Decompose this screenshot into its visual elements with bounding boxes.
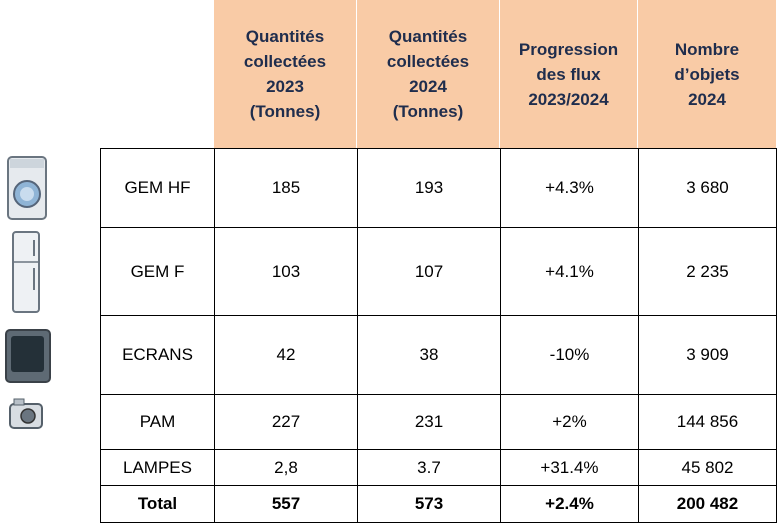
table-cell: 193 — [357, 148, 500, 227]
washing-machine-icon — [8, 157, 46, 219]
cell-text: 200 482 — [677, 494, 738, 514]
cell-text: +31.4% — [540, 458, 598, 478]
header-text: Progression — [519, 37, 618, 62]
table-cell: 42 — [214, 315, 357, 394]
cell-text: 107 — [415, 262, 443, 282]
cell-text: +4.1% — [545, 262, 594, 282]
cell-text: PAM — [140, 412, 176, 432]
table-cell: 185 — [214, 148, 357, 227]
cell-text: LAMPES — [123, 458, 192, 478]
table-cell: 45 802 — [638, 449, 777, 485]
row-label: GEM F — [100, 227, 214, 315]
table-cell: 2 235 — [638, 227, 777, 315]
cell-text: +2.4% — [545, 494, 594, 514]
fridge-icon — [13, 232, 39, 312]
header-text: collectées — [244, 49, 326, 74]
camera-icon — [10, 399, 42, 428]
table-cell: +31.4% — [500, 449, 638, 485]
cell-text: 557 — [272, 494, 300, 514]
table-cell: 573 — [357, 485, 500, 523]
row-label: Total — [100, 485, 214, 523]
cell-text: 227 — [272, 412, 300, 432]
table-cell: +2% — [500, 394, 638, 449]
cell-text: 3 680 — [686, 178, 729, 198]
cell-text: 38 — [420, 345, 439, 365]
cell-text: 231 — [415, 412, 443, 432]
cell-text: -10% — [550, 345, 590, 365]
table-cell: 107 — [357, 227, 500, 315]
row-label: PAM — [100, 394, 214, 449]
header-text: des flux — [536, 62, 600, 87]
cell-text: 42 — [277, 345, 296, 365]
table-cell: 231 — [357, 394, 500, 449]
header-text: (Tonnes) — [250, 99, 321, 124]
header-text: Nombre — [675, 37, 739, 62]
cell-text: GEM HF — [124, 178, 190, 198]
header-text: 2023 — [266, 74, 304, 99]
cell-text: 2 235 — [686, 262, 729, 282]
cell-text: ECRANS — [122, 345, 193, 365]
table-cell: +4.3% — [500, 148, 638, 227]
cell-text: 144 856 — [677, 412, 738, 432]
cell-text: 573 — [415, 494, 443, 514]
table-cell: 557 — [214, 485, 357, 523]
header-text: Quantités — [389, 24, 467, 49]
cell-text: 103 — [272, 262, 300, 282]
tv-icon — [6, 330, 50, 382]
cell-text: +2% — [552, 412, 587, 432]
table-cell: 3.7 — [357, 449, 500, 485]
row-label: GEM HF — [100, 148, 214, 227]
table-cell: +4.1% — [500, 227, 638, 315]
cell-text: 45 802 — [682, 458, 734, 478]
cell-text: +4.3% — [545, 178, 594, 198]
header-text: (Tonnes) — [393, 99, 464, 124]
page: Quantitéscollectées2023(Tonnes)Quantités… — [0, 0, 777, 523]
cell-text: 185 — [272, 178, 300, 198]
table-cell: 227 — [214, 394, 357, 449]
icons — [0, 0, 100, 523]
header-text: 2024 — [409, 74, 447, 99]
table-cell: 3 680 — [638, 148, 777, 227]
row-label: LAMPES — [100, 449, 214, 485]
table-cell: 2,8 — [214, 449, 357, 485]
cell-text: Total — [138, 494, 177, 514]
header-text: d’objets — [674, 62, 739, 87]
cell-text: 193 — [415, 178, 443, 198]
header-text: 2024 — [688, 87, 726, 112]
table-cell: -10% — [500, 315, 638, 394]
cell-text: GEM F — [131, 262, 185, 282]
table-cell: 3 909 — [638, 315, 777, 394]
header-text: collectées — [387, 49, 469, 74]
cell-text: 3.7 — [417, 458, 441, 478]
table-cell: 38 — [357, 315, 500, 394]
cell-text: 2,8 — [274, 458, 298, 478]
row-label: ECRANS — [100, 315, 214, 394]
table-cell: 103 — [214, 227, 357, 315]
table-cell: 200 482 — [638, 485, 777, 523]
cell-text: 3 909 — [686, 345, 729, 365]
table-cell: +2.4% — [500, 485, 638, 523]
header-text: 2023/2024 — [528, 87, 608, 112]
table-cell: 144 856 — [638, 394, 777, 449]
header-text: Quantités — [246, 24, 324, 49]
